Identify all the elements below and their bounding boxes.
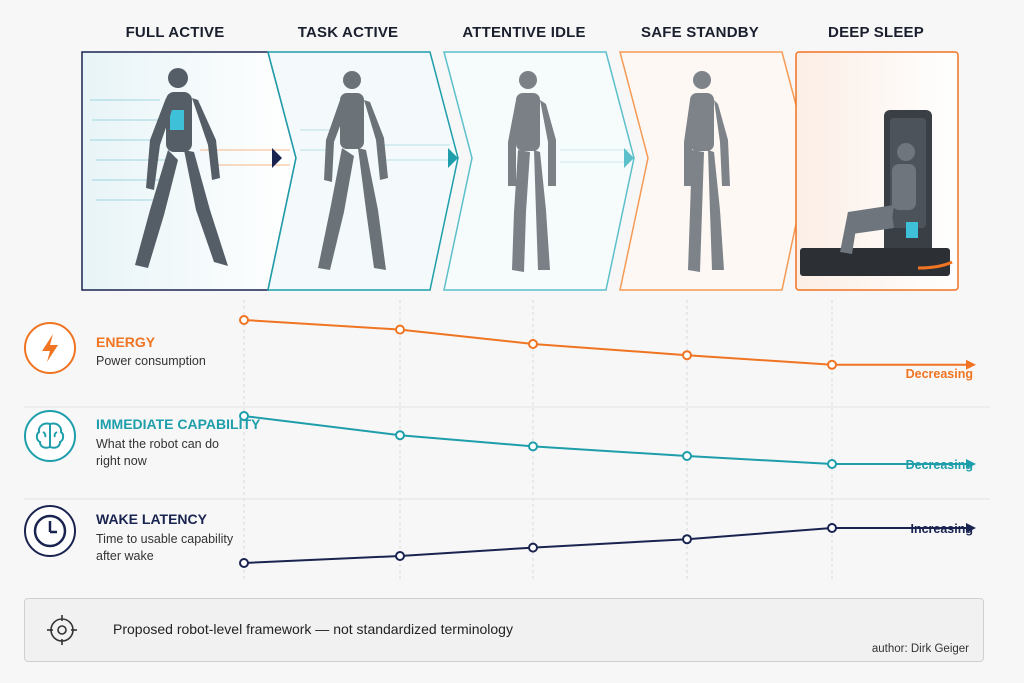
data-point-energy: [827, 359, 837, 370]
trend-label-energy: Decreasing: [905, 367, 973, 381]
data-point-latency: [395, 551, 405, 561]
data-point-capability: [395, 430, 405, 441]
data-point-energy: [395, 324, 405, 335]
lightning-icon: [24, 322, 76, 374]
data-point-latency: [239, 558, 249, 568]
metric-desc-capability: What the robot can do right now: [96, 437, 219, 468]
metric-desc-latency: Time to usable capability after wake: [96, 532, 234, 563]
stage-panel-task-active: [267, 51, 459, 291]
trend-arrowhead-latency: [966, 523, 976, 533]
trend-line-latency: [243, 527, 968, 564]
robot-standby-icon: [684, 71, 730, 272]
stage-arrow-2: [448, 148, 458, 168]
data-point-capability: [682, 451, 692, 461]
stage-title-safe-standby: SAFE STANDBY: [641, 24, 759, 41]
data-point-latency: [682, 534, 692, 545]
metric-name-latency: WAKE LATENCY: [96, 511, 207, 527]
stage-arrow-3: [624, 148, 634, 168]
crosshair-icon: [47, 615, 77, 645]
data-point-latency: [827, 523, 837, 533]
trend-chart: [24, 300, 990, 582]
stage-title-attentive-idle: ATTENTIVE IDLE: [462, 24, 586, 41]
robot-seated-icon: [840, 143, 916, 254]
robot-stepping-icon: [318, 71, 388, 270]
metric-desc-energy: Power consumption: [96, 354, 206, 368]
data-point-latency: [528, 542, 538, 553]
footer-author: author: Dirk Geiger: [871, 643, 969, 655]
robot-standing-icon: [508, 71, 556, 272]
stage-panel-attentive-idle: [443, 51, 635, 291]
stage-title-task-active: TASK ACTIVE: [297, 24, 399, 41]
stage-arrow-1: [272, 148, 282, 168]
trend-line-capability: [243, 415, 968, 465]
data-point-capability: [528, 441, 538, 452]
trend-arrowhead-energy: [966, 359, 976, 370]
data-point-energy: [682, 350, 692, 361]
stage-panel-deep-sleep: [795, 51, 959, 291]
stage-panel-full-active: [81, 51, 297, 291]
trend-arrowhead-capability: [966, 459, 976, 469]
stage-title-deep-sleep: DEEP SLEEP: [828, 24, 924, 41]
metric-name-capability: IMMEDIATE CAPABILITY: [96, 416, 261, 432]
data-point-capability: [239, 411, 249, 421]
data-point-capability: [827, 459, 837, 469]
footer-disclaimer: Proposed robot-level framework — not sta…: [113, 621, 513, 637]
brain-icon: [24, 410, 76, 462]
stage-panel-safe-standby: [619, 51, 811, 291]
footer-note-box: Proposed robot-level framework — not sta…: [24, 598, 984, 662]
stage-title-full-active: FULL ACTIVE: [125, 24, 225, 41]
metric-name-energy: ENERGY: [96, 334, 156, 350]
stage-panels: [81, 51, 959, 291]
data-point-energy: [528, 339, 538, 349]
robot-walking-icon: [135, 68, 228, 268]
trend-line-energy: [243, 319, 968, 366]
data-point-energy: [239, 315, 249, 325]
clock-icon: [24, 505, 76, 557]
